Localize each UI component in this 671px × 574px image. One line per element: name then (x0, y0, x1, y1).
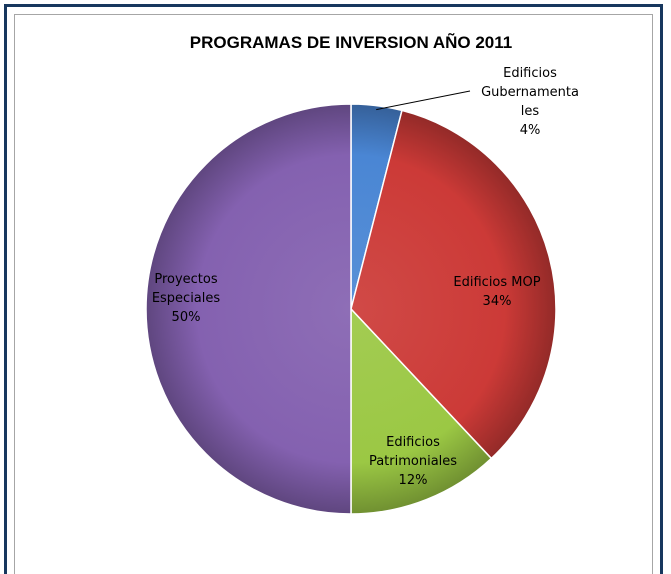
slice-label-line: les (521, 104, 540, 119)
slice-label-line: Gubernamenta (481, 85, 579, 100)
chart-title: PROGRAMAS DE INVERSION AÑO 2011 (190, 32, 512, 52)
slice-label-line: 4% (520, 123, 541, 138)
slice-label-line: Patrimoniales (369, 454, 457, 469)
slice-label-proyectos-especiales: Proyectos Especiales 50% (152, 272, 221, 325)
slice-label-line: Proyectos (154, 272, 218, 287)
slice-label-line: Especiales (152, 291, 221, 306)
slice-label-edificios-gubernamentales: Edificios Gubernamenta les 4% (481, 66, 579, 138)
slice-label-line: Edificios (503, 66, 557, 81)
pie-slice-proyectos-especiales (145, 103, 352, 515)
slice-label-line: 50% (172, 310, 201, 325)
pie-slice-edificios-patrimoniales (350, 307, 493, 515)
slice-label-line: 12% (399, 473, 428, 488)
slice-label-line: Edificios (386, 435, 440, 450)
slice-label-line: Edificios MOP (453, 275, 540, 290)
pie-slice-edificios-mop (350, 109, 557, 460)
slice-label-edificios-mop: Edificios MOP 34% (453, 275, 540, 309)
leader-line (376, 90, 471, 111)
chart-area (14, 14, 653, 574)
slice-labels: Edificios Gubernamenta les 4% Edificios MOP 3… (152, 66, 579, 488)
slice-label-line: 34% (483, 294, 512, 309)
slice-label-edificios-patrimoniales: Edificios Patrimoniales 12% (369, 435, 457, 488)
pie-slices (145, 103, 557, 515)
